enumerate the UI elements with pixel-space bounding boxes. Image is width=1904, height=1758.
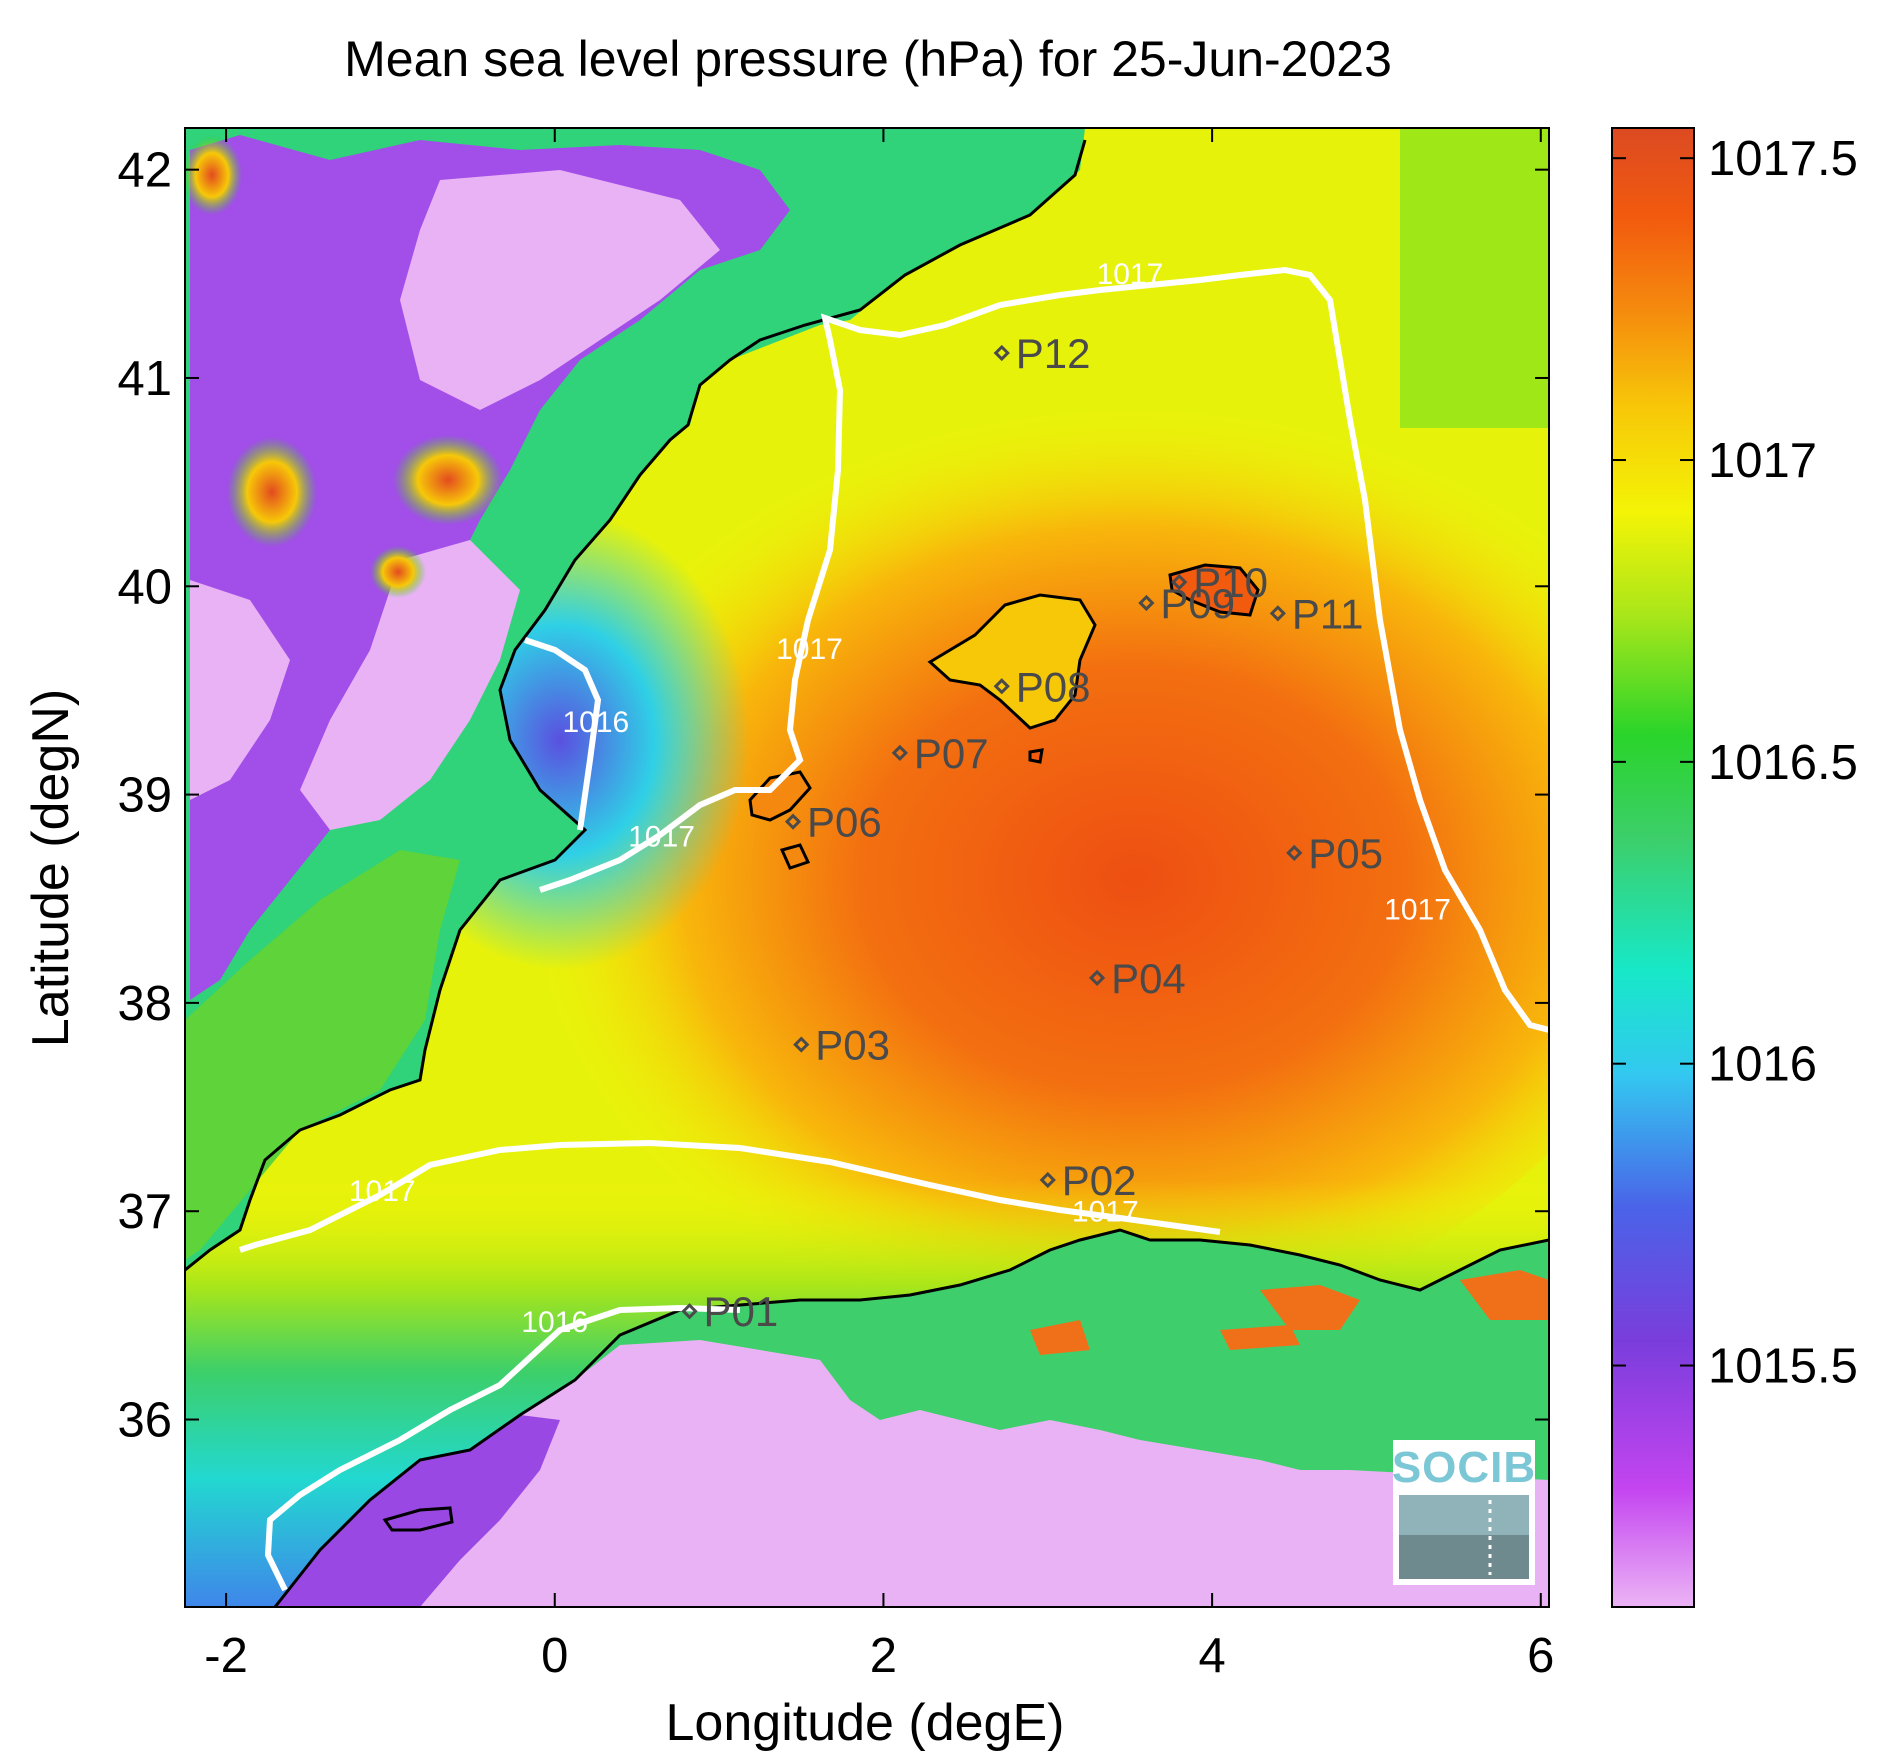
- station-marker-icon: [993, 678, 1010, 695]
- africa-lowland: [275, 1340, 1549, 1607]
- hotspot-3: [370, 546, 426, 598]
- socib-logo: SOCIB: [1392, 1440, 1536, 1585]
- iberia-highlands-3: [190, 580, 290, 800]
- contour-label: 1017: [1384, 894, 1451, 927]
- colorbar-ticks: 1017.5 1017 1016.5 1016 1015.5: [1612, 132, 1858, 1394]
- station-label: P06: [807, 799, 882, 846]
- station-marker-icon: [681, 1303, 698, 1320]
- ibiza-island: [748, 770, 812, 870]
- colorbar-scale: [1611, 127, 1695, 1608]
- contour-label: 1017: [776, 633, 843, 666]
- logo-text: SOCIB: [1392, 1443, 1536, 1492]
- isobar-1017-north: [539, 266, 1549, 1033]
- x-tick-label: -2: [204, 1629, 248, 1683]
- station-marker-icon: [1088, 969, 1106, 987]
- y-tick-label: 41: [117, 352, 172, 406]
- colorbar: 1017.5 1017 1016.5 1016 1015.5: [1611, 127, 1858, 1608]
- station-label: P11: [1292, 590, 1364, 637]
- iberia-coastal-strip: [185, 850, 460, 1260]
- station-label: P01: [704, 1288, 779, 1335]
- station-label: P02: [1062, 1157, 1137, 1204]
- colorbar-tick-label: 1017: [1708, 434, 1817, 488]
- colorbar-tick-label: 1016: [1708, 1038, 1817, 1092]
- y-tick-label: 39: [117, 769, 172, 823]
- station-marker-icon: [1039, 1171, 1056, 1189]
- hotspot-1: [227, 437, 317, 547]
- y-tick-label: 42: [117, 144, 172, 198]
- contour-labels: 1017 1017 1016 1017 1017 1017 1017 1016: [349, 258, 1451, 1339]
- x-axis-label: Longitude (degE): [666, 1694, 1065, 1752]
- map-field: [185, 128, 1549, 1607]
- africa-coastline: [273, 1228, 1549, 1607]
- contour-label: 1017: [628, 821, 695, 854]
- station-marker-icon: [793, 1036, 810, 1053]
- isobar-1017-south: [239, 1139, 1221, 1253]
- contour-label: 1016: [521, 1306, 588, 1339]
- station-label: P03: [815, 1022, 890, 1069]
- y-tick-label: 38: [117, 977, 172, 1031]
- x-tick-label: 0: [541, 1629, 568, 1683]
- isobar-1016-south: [264, 1304, 741, 1592]
- x-tick-label: 2: [870, 1629, 897, 1683]
- hotspot-4: [185, 135, 242, 215]
- station-marker-icon: [993, 344, 1010, 362]
- hotspot-2: [393, 435, 503, 525]
- station-label: P05: [1308, 830, 1383, 877]
- y-axis: 42 41 40 39 38 37 36: [117, 144, 1549, 1448]
- x-tick-label: 6: [1527, 1629, 1554, 1683]
- station-marker-icon: [1171, 573, 1188, 591]
- cabrera-island: [1028, 748, 1044, 764]
- x-tick-label: 4: [1198, 1629, 1225, 1683]
- station-marker-icon: [1138, 594, 1155, 612]
- menorca-island: [1168, 563, 1260, 617]
- y-tick-label: 37: [117, 1185, 172, 1239]
- y-axis-label: Latitude (degN): [22, 689, 80, 1047]
- x-axis: -2 0 2 4 6: [204, 128, 1554, 1683]
- station-label: P09: [1160, 580, 1235, 627]
- station-marker-icon: [1269, 605, 1286, 622]
- iberia-highlands-2: [300, 540, 520, 830]
- station-label: P04: [1111, 955, 1186, 1002]
- y-tick-label: 36: [117, 1394, 172, 1448]
- africa-hot-patches: [1030, 1270, 1549, 1355]
- station-marker-icon: [891, 744, 908, 762]
- station-label: P10: [1193, 559, 1268, 606]
- mallorca-island: [927, 593, 1097, 730]
- isobar-1016-west: [524, 637, 602, 831]
- station-label: P07: [914, 730, 989, 777]
- colorbar-tick-label: 1017.5: [1708, 132, 1858, 186]
- plot-frame: [184, 127, 1550, 1608]
- contour-label: 1017: [1097, 258, 1164, 291]
- colorbar-tick-label: 1016.5: [1708, 736, 1858, 790]
- contour-label: 1017: [349, 1175, 416, 1208]
- contour-label: 1017: [1072, 1196, 1139, 1229]
- station-label: P08: [1016, 663, 1091, 710]
- colorbar-tick-label: 1015.5: [1708, 1340, 1858, 1394]
- iberia-highlands: [400, 170, 720, 410]
- alboran-islet: [382, 1506, 454, 1532]
- chart-title: Mean sea level pressure (hPa) for 25-Jun…: [344, 31, 1392, 87]
- station-marker-icon: [784, 813, 802, 830]
- station-label: P12: [1016, 330, 1091, 377]
- y-tick-label: 40: [117, 560, 172, 614]
- station-marker-icon: [1286, 844, 1303, 862]
- contour-label: 1016: [562, 706, 629, 739]
